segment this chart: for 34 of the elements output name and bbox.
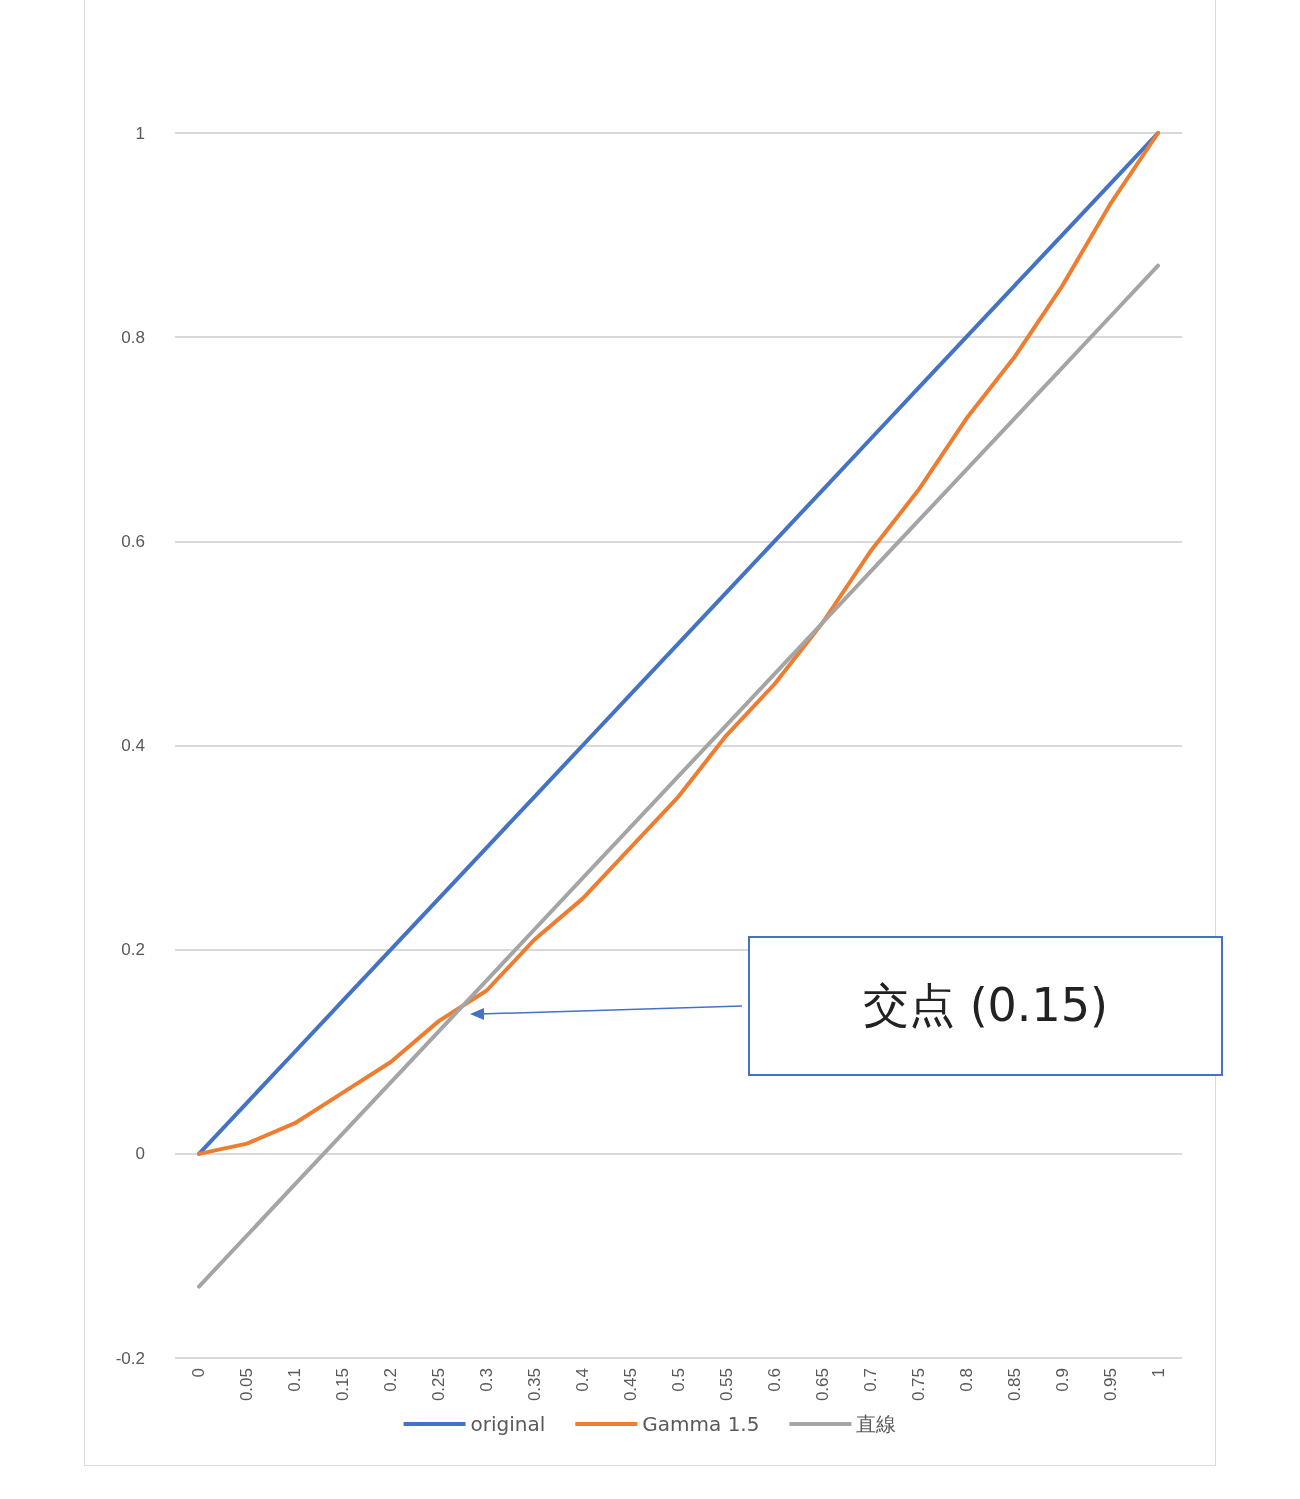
line-series bbox=[196, 131, 1161, 1156]
x-tick-label: 0.95 bbox=[1100, 1368, 1120, 1402]
legend-label: Gamma 1.5 bbox=[642, 1412, 760, 1436]
x-tick-label: 0.35 bbox=[525, 1368, 545, 1402]
y-tick-label: 0.4 bbox=[121, 736, 145, 755]
x-tick-label: 0.7 bbox=[860, 1368, 880, 1392]
x-tick-label: 0.55 bbox=[716, 1368, 736, 1402]
x-tick-label: 0.8 bbox=[956, 1368, 976, 1392]
y-tick-label: 0.8 bbox=[121, 327, 145, 347]
x-tick-label: 0 bbox=[189, 1368, 209, 1378]
x-tick-label: 1 bbox=[1148, 1368, 1168, 1378]
y-tick-label: 0 bbox=[135, 1144, 145, 1164]
y-tick-label: 1 bbox=[135, 123, 145, 143]
x-tick-label: 0.3 bbox=[477, 1368, 497, 1392]
callout-box: 交点 (0.15) bbox=[748, 936, 1223, 1076]
x-tick-label: 0.2 bbox=[381, 1368, 401, 1392]
legend-label: original bbox=[470, 1412, 546, 1436]
x-tick-label: 0.15 bbox=[333, 1368, 353, 1402]
x-tick-label: 0.4 bbox=[573, 1368, 593, 1392]
x-tick-label: 0.45 bbox=[621, 1368, 641, 1402]
x-tick-label: 0.5 bbox=[669, 1368, 688, 1392]
y-tick-label: 0.6 bbox=[121, 531, 145, 551]
x-tick-label: 0.75 bbox=[908, 1368, 928, 1402]
x-tick-label: 0.05 bbox=[237, 1368, 257, 1402]
x-tick-label: 0.25 bbox=[429, 1368, 449, 1402]
x-tick-label: 0.65 bbox=[812, 1368, 832, 1402]
x-tick-label: 0.1 bbox=[285, 1368, 305, 1392]
y-tick-label: -0.2 bbox=[115, 1348, 145, 1368]
legend-label: 直線 bbox=[856, 1412, 897, 1436]
line-series bbox=[196, 263, 1161, 1289]
y-tick-label: 0.2 bbox=[121, 940, 145, 960]
x-tick-label: 0.85 bbox=[1004, 1368, 1024, 1402]
x-tick-label: 0.6 bbox=[764, 1368, 784, 1392]
x-tick-label: 0.9 bbox=[1052, 1368, 1072, 1392]
